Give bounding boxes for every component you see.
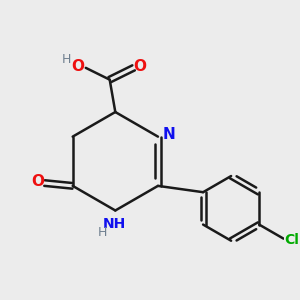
Text: Cl: Cl [284, 233, 299, 247]
Text: H: H [62, 53, 71, 66]
Text: O: O [71, 59, 84, 74]
Text: O: O [133, 59, 146, 74]
Text: N: N [162, 127, 175, 142]
Text: NH: NH [102, 217, 125, 231]
Text: H: H [98, 226, 107, 239]
Text: O: O [31, 174, 44, 189]
